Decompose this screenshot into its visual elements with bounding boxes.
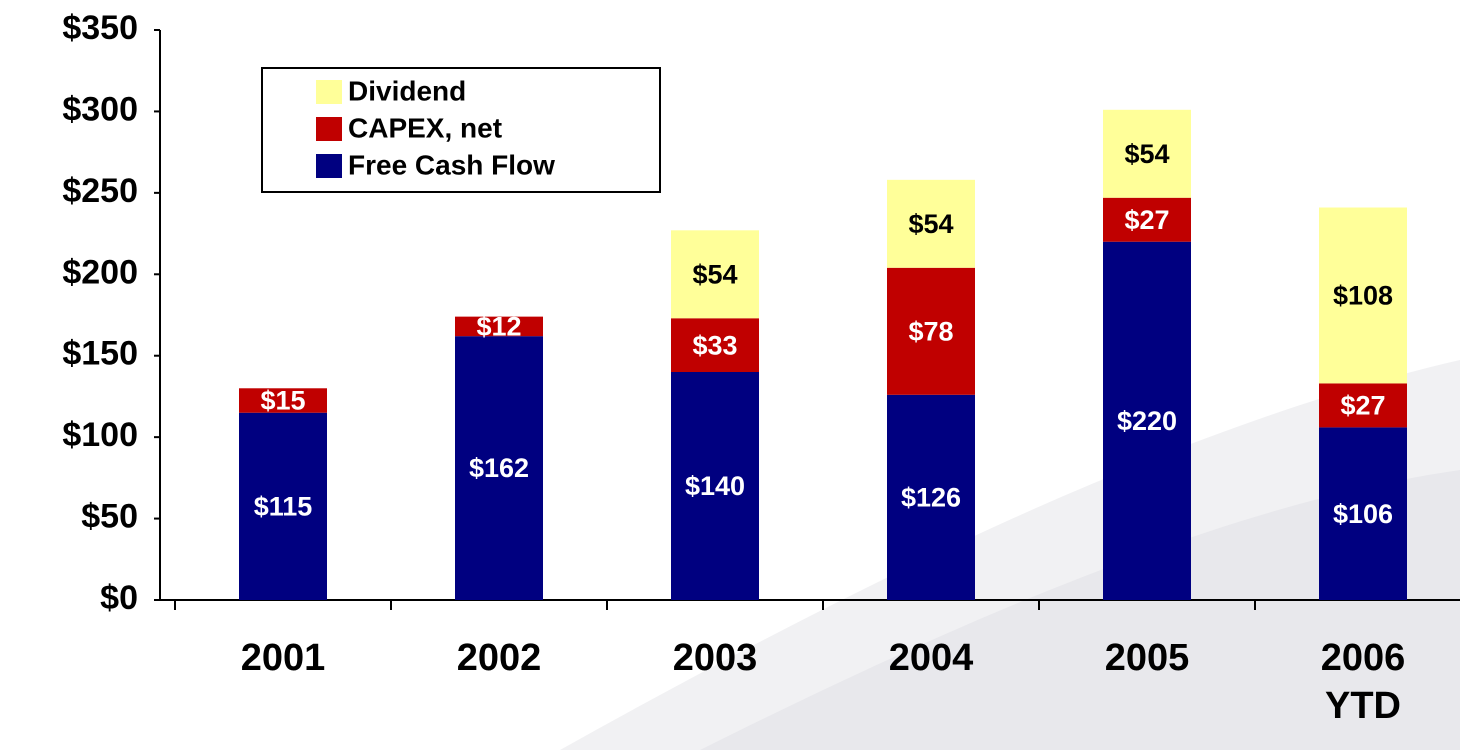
data-label: $12 (476, 312, 521, 342)
data-label: $27 (1124, 205, 1169, 235)
y-tick-label: $50 (81, 498, 138, 536)
y-tick-label: $300 (62, 90, 138, 128)
background-swoosh (700, 470, 1460, 750)
bar-segment (671, 372, 759, 600)
legend-label: CAPEX, net (348, 112, 502, 143)
bar-segment (1319, 427, 1407, 600)
y-tick-label: $350 (62, 9, 138, 47)
x-tick-label: 2003 (673, 637, 758, 679)
data-label: $15 (260, 386, 305, 416)
bar-segment (239, 412, 327, 600)
bar-segment (1103, 241, 1191, 600)
data-label: $126 (901, 483, 961, 513)
x-tick-label: 2006 YTD (1321, 637, 1406, 727)
bar-segment (671, 230, 759, 319)
bar-segment (887, 394, 975, 600)
data-label: $27 (1340, 391, 1385, 421)
bar-segment (1319, 207, 1407, 384)
data-label: $106 (1333, 499, 1393, 529)
data-label: $33 (692, 330, 737, 360)
data-label: $140 (685, 471, 745, 501)
data-label: $162 (469, 453, 529, 483)
bar-segment (1103, 197, 1191, 242)
bar-segment (1103, 109, 1191, 198)
legend-label: Free Cash Flow (348, 149, 555, 180)
data-label: $54 (908, 209, 953, 239)
y-tick-label: $200 (62, 253, 138, 291)
data-label: $78 (908, 316, 953, 346)
bar-segment (239, 388, 327, 413)
legend-swatch (316, 80, 342, 104)
x-tick-label: 2004 (889, 637, 974, 679)
bar-segment (887, 179, 975, 268)
data-label: $54 (1124, 139, 1169, 169)
data-label: $220 (1117, 406, 1177, 436)
legend-swatch (316, 154, 342, 178)
bar-segment (455, 336, 543, 600)
x-tick-label: 2001 (241, 637, 326, 679)
data-label: $115 (254, 491, 313, 521)
data-label: $108 (1333, 281, 1393, 311)
x-tick-label: 2002 (457, 637, 542, 679)
bar-segment (1319, 383, 1407, 428)
y-tick-label: $150 (62, 335, 138, 373)
legend-swatch (316, 117, 342, 141)
bar-segment (887, 267, 975, 395)
x-tick-label: 2005 (1105, 637, 1190, 679)
y-tick-label: $0 (100, 579, 138, 617)
bar-segment (455, 316, 543, 337)
y-tick-label: $250 (62, 172, 138, 210)
y-tick-label: $100 (62, 416, 138, 454)
data-label: $54 (692, 259, 737, 289)
legend-label: Dividend (348, 75, 466, 106)
bar-segment (671, 318, 759, 372)
